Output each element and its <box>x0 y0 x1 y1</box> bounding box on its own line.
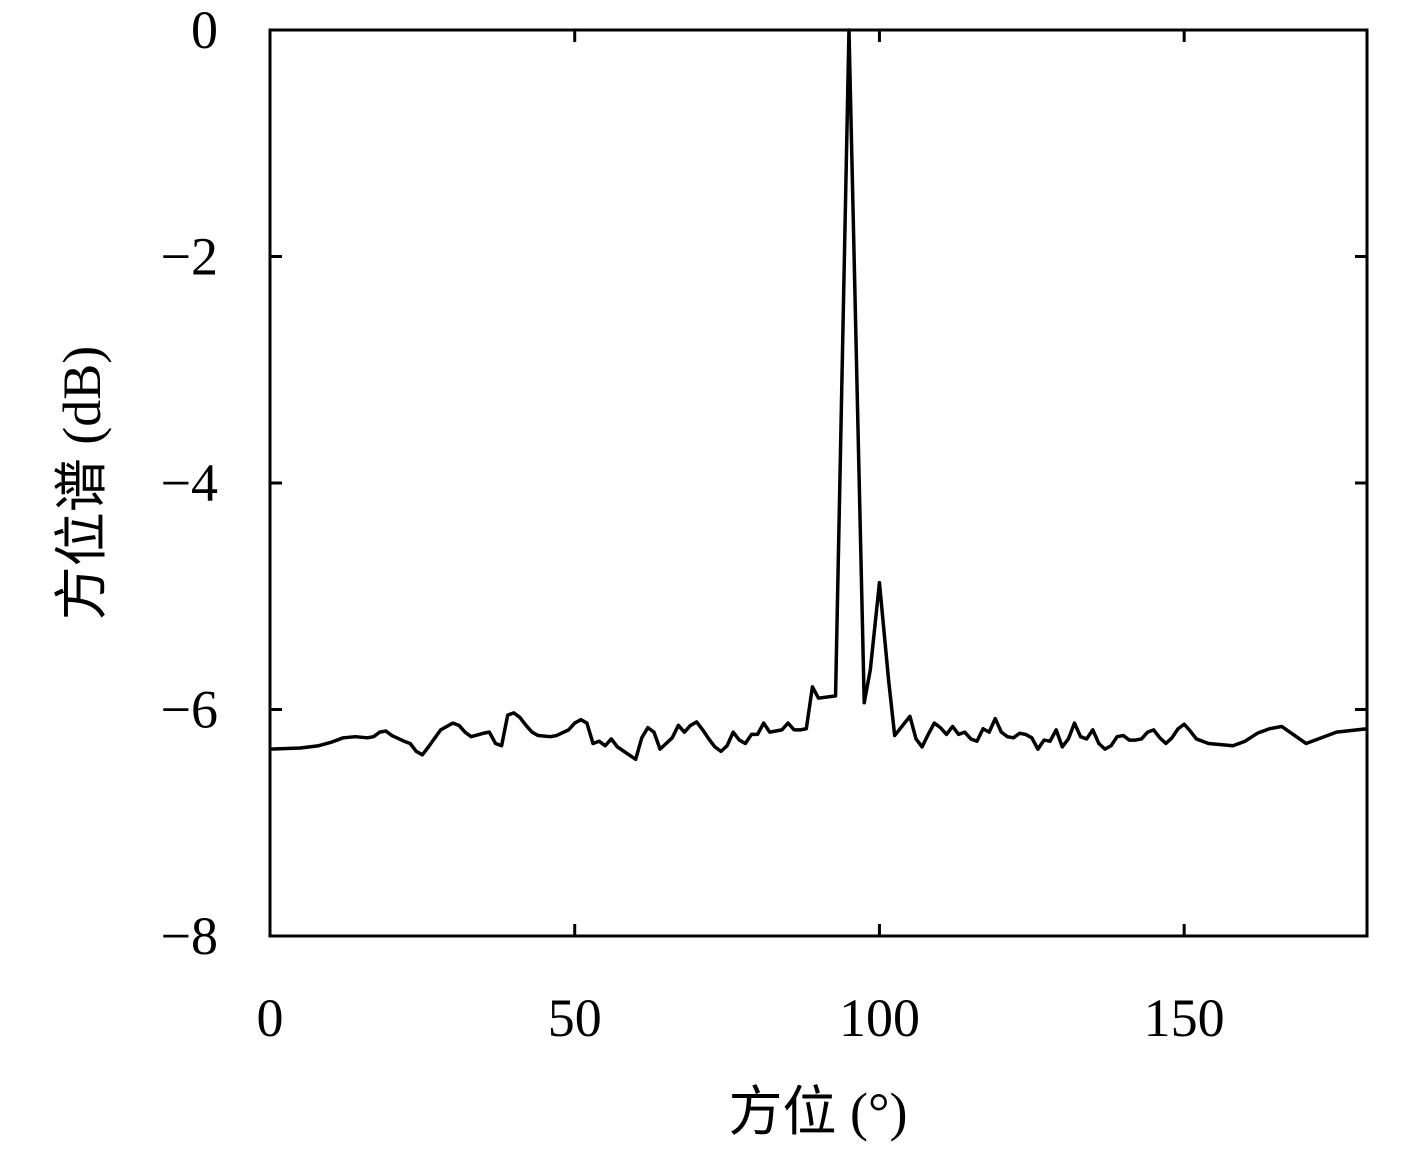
x-tick-label: 50 <box>548 988 602 1048</box>
y-tick-label: −2 <box>161 227 218 287</box>
x-tick-label: 150 <box>1144 988 1225 1048</box>
y-axis-label: 方位谱 (dB) <box>52 346 112 620</box>
y-tick-label: −8 <box>161 906 218 966</box>
y-tick-label: 0 <box>191 0 218 60</box>
plot-frame <box>268 28 1369 938</box>
x-tick-label: 0 <box>257 988 284 1048</box>
y-tick-label: −6 <box>161 680 218 740</box>
y-tick-label: −4 <box>161 453 218 513</box>
x-axis-label: 方位 (°) <box>728 1082 907 1142</box>
data-line <box>269 28 1368 762</box>
x-tick-label: 100 <box>839 988 920 1048</box>
